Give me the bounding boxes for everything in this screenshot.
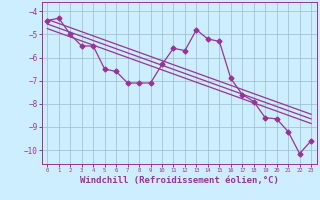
X-axis label: Windchill (Refroidissement éolien,°C): Windchill (Refroidissement éolien,°C) bbox=[80, 176, 279, 185]
